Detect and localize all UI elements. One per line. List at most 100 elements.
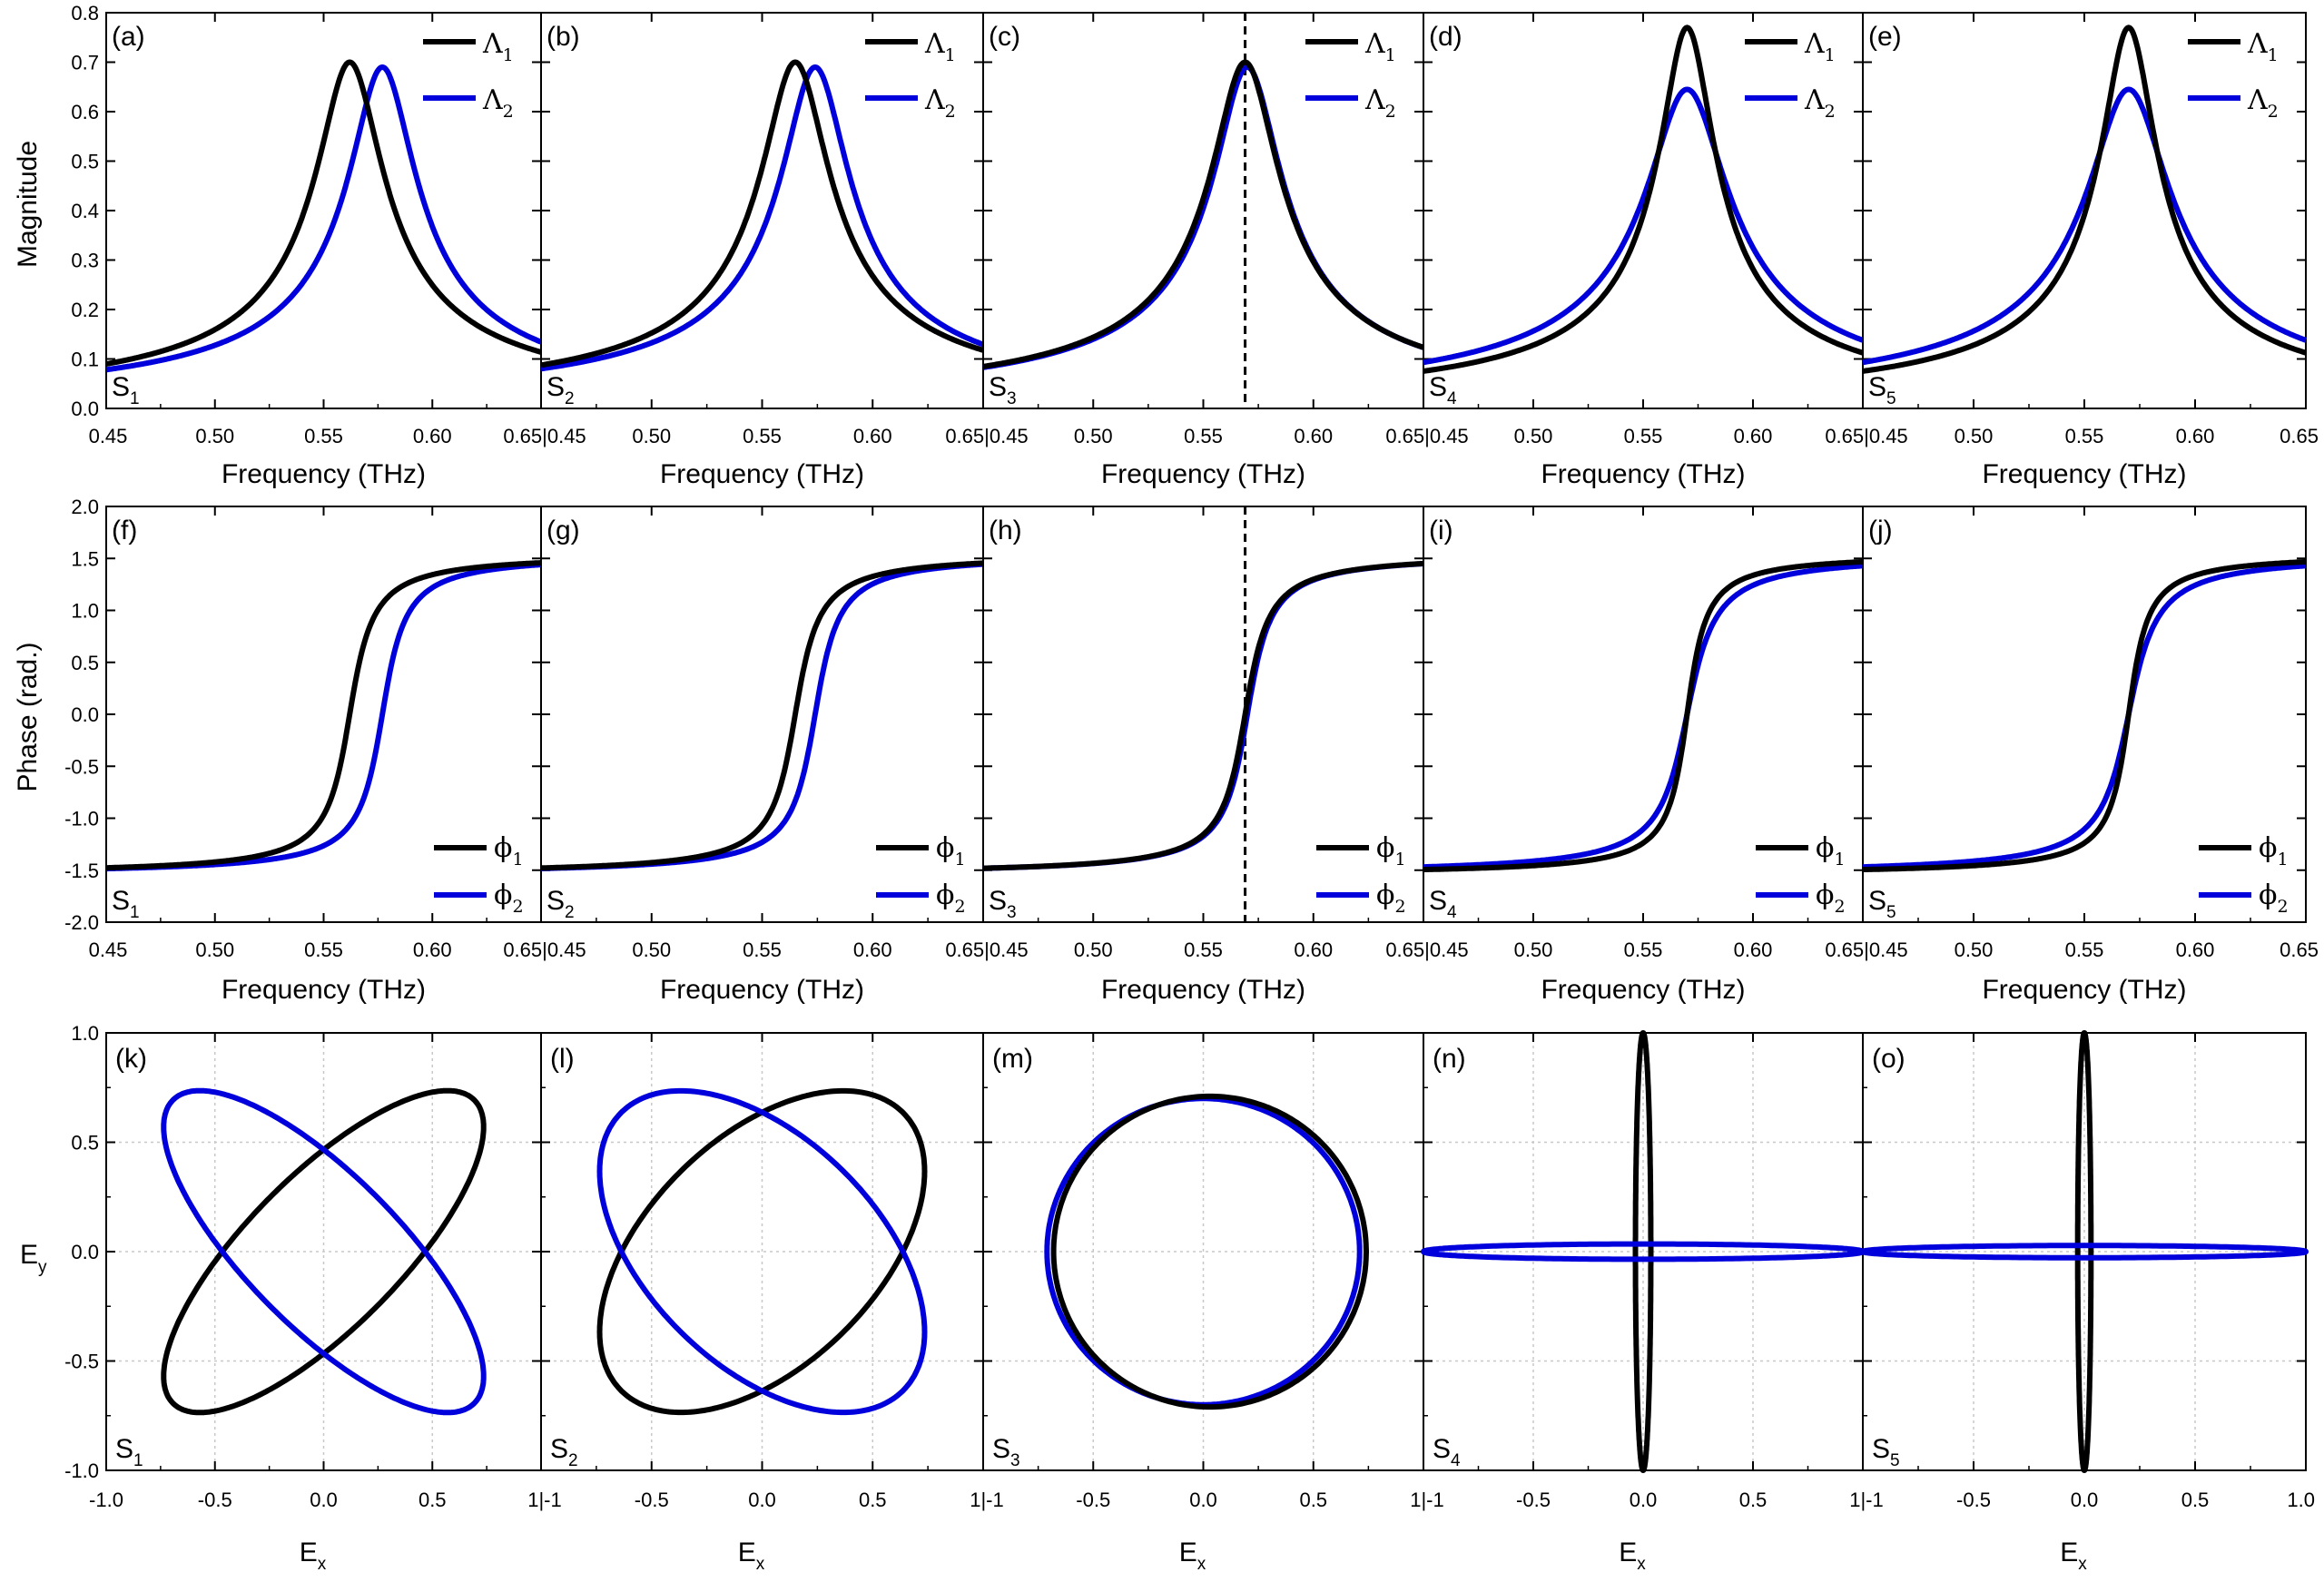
series-2-line	[1861, 563, 2308, 870]
row-titles: Magnitude Phase (rad.) Ey	[13, 141, 47, 1277]
x-tick-label: 0.50	[632, 938, 671, 961]
sample-label: S2	[547, 372, 575, 408]
sample-label-main: S	[547, 886, 565, 916]
y-tick-label: 0.4	[71, 200, 99, 222]
legend-label-2-main: Λ	[1364, 84, 1385, 116]
x-tick-label: 0.60	[1734, 425, 1773, 447]
x-tick-label: 0.5	[419, 1489, 447, 1511]
y-tick-label: -1.0	[64, 808, 99, 830]
legend-label-2-main: ϕ	[1376, 879, 1394, 911]
x-tick-label: 1|-1	[970, 1489, 1004, 1511]
panel-letter: (a)	[112, 22, 145, 52]
y-tick-label: 0.0	[71, 1241, 99, 1263]
panel-l: -0.5 0.0 0.5 1|-1 (l) S2 Ex	[540, 1032, 1004, 1574]
panel-letter: (g)	[547, 516, 580, 545]
legend-label-1-main: Λ	[924, 28, 945, 60]
legend-label-1-main: Λ	[1364, 28, 1385, 60]
panel-f: 0.45 0.50 0.55 0.60 0.65|0.45 -2.0 -1.5 -1.0 -0.…	[64, 496, 586, 1005]
x-tick-label: 0.0	[1189, 1489, 1217, 1511]
ellipse-series-2	[596, 1087, 928, 1416]
x-tick-label: 0.60	[1294, 938, 1333, 961]
legend-label-2-sub: 2	[1394, 897, 1405, 917]
legend-label-2: ϕ2	[1376, 879, 1406, 917]
ellipse-series-2	[1860, 1243, 2309, 1261]
x-tick-label: 0.5	[1739, 1489, 1768, 1511]
polar-ylabel-main: E	[20, 1240, 38, 1270]
y-tick-label: 0.5	[71, 1132, 99, 1155]
legend-label-2: Λ2	[482, 84, 514, 122]
x-tick-label: -0.5	[1516, 1489, 1551, 1511]
x-tick-label: 0.55	[1184, 938, 1223, 961]
x-tick-label: 0.60	[1294, 425, 1333, 447]
legend-label-1: ϕ1	[1816, 832, 1846, 870]
x-tick-label: 0.55	[743, 938, 782, 961]
x-axis-title-main: E	[1179, 1538, 1197, 1567]
legend-label-2-main: ϕ	[1816, 879, 1834, 911]
phase-row: 0.45 0.50 0.55 0.60 0.65|0.45-2.0-1.5-1.0-0.…	[64, 496, 2319, 1005]
sample-label-main: S	[1872, 1434, 1890, 1464]
sample-label-sub: 3	[1010, 1451, 1020, 1470]
panel-a: 0.45 0.50 0.55 0.60 0.65|0.45 0.0 0.1 0.2 0.3 0.4…	[71, 2, 586, 489]
x-axis-title: Frequency (THz)	[1982, 459, 2186, 489]
sample-label-sub: 3	[1007, 903, 1017, 922]
y-tick-label: -0.5	[64, 755, 99, 778]
legend-label-1: ϕ1	[494, 832, 524, 870]
sample-label: S2	[547, 886, 575, 922]
x-tick-label: 0.65	[2280, 425, 2319, 447]
legend-label-2-sub: 2	[1385, 102, 1396, 122]
x-tick-label: 0.0	[748, 1489, 776, 1511]
y-tick-label: 0.7	[71, 52, 99, 74]
x-axis-title: Frequency (THz)	[1541, 459, 1745, 489]
legend-label-2: Λ2	[2247, 84, 2279, 122]
x-tick-label: 0.50	[632, 425, 671, 447]
panel-letter: (d)	[1429, 22, 1462, 52]
legend-label-1-sub: 1	[1825, 45, 1836, 65]
y-tick-label: 1.0	[71, 1022, 99, 1045]
x-tick-label: 1|-1	[1849, 1489, 1884, 1511]
series-1-line	[1861, 559, 2308, 873]
x-tick-label: 0.50	[195, 938, 234, 961]
sample-label: S4	[1433, 1434, 1461, 1470]
sample-label-main: S	[992, 1434, 1010, 1464]
x-axis-title-sub: x	[318, 1555, 327, 1574]
x-tick-label: 0.55	[304, 938, 343, 961]
x-tick-label: 0.65|0.45	[1385, 938, 1468, 961]
sample-label-sub: 4	[1447, 903, 1457, 922]
legend-label-1-main: ϕ	[1816, 832, 1834, 864]
panel-i: 0.50 0.55 0.60 0.65|0.45(i)S4ϕ1ϕ2Frequency …	[1422, 506, 1908, 1005]
sample-label: S3	[989, 886, 1017, 922]
x-axis-title: Frequency (THz)	[1101, 459, 1305, 489]
sample-label-main: S	[112, 372, 130, 402]
sample-label-main: S	[1429, 372, 1447, 402]
x-tick-label: 0.50	[1955, 938, 1994, 961]
y-tick-label: 0.3	[71, 250, 99, 272]
x-tick-label: -1.0	[89, 1489, 123, 1511]
series-1-line	[1422, 559, 1865, 873]
legend-label-1: Λ1	[1364, 28, 1396, 65]
y-tick-label: 0.6	[71, 101, 99, 123]
x-axis-title: Frequency (THz)	[660, 975, 864, 1005]
legend-label-1-sub: 1	[503, 45, 514, 65]
legend-label-2-sub: 2	[945, 102, 956, 122]
ellipse-series-1	[161, 1087, 487, 1416]
series-2-line	[104, 562, 543, 872]
x-tick-label: 0.60	[2176, 938, 2215, 961]
x-tick-label: 0.60	[853, 425, 892, 447]
y-tick-label: 0.0	[71, 398, 99, 420]
panel-m: -0.5 0.0 0.5 1|-1 (m) S3 Ex	[982, 1032, 1444, 1574]
x-axis-title: Ex	[300, 1538, 327, 1574]
legend-label-1-sub: 1	[2277, 850, 2288, 870]
x-axis-title-main: E	[1619, 1538, 1637, 1567]
polar-ylabel-sub: y	[38, 1258, 47, 1277]
magnitude-row: 0.45 0.50 0.55 0.60 0.65|0.450.00.10.20.30.4…	[71, 2, 2319, 489]
x-tick-label: 0.50	[1074, 425, 1113, 447]
legend-label-1-sub: 1	[954, 850, 965, 870]
series-2-line	[104, 64, 543, 373]
legend-label-2: ϕ2	[1816, 879, 1846, 917]
x-tick-label: 0.5	[859, 1489, 887, 1511]
series-1-line	[539, 59, 985, 368]
panel-letter: (k)	[115, 1044, 147, 1074]
sample-label: S5	[1872, 1434, 1900, 1470]
